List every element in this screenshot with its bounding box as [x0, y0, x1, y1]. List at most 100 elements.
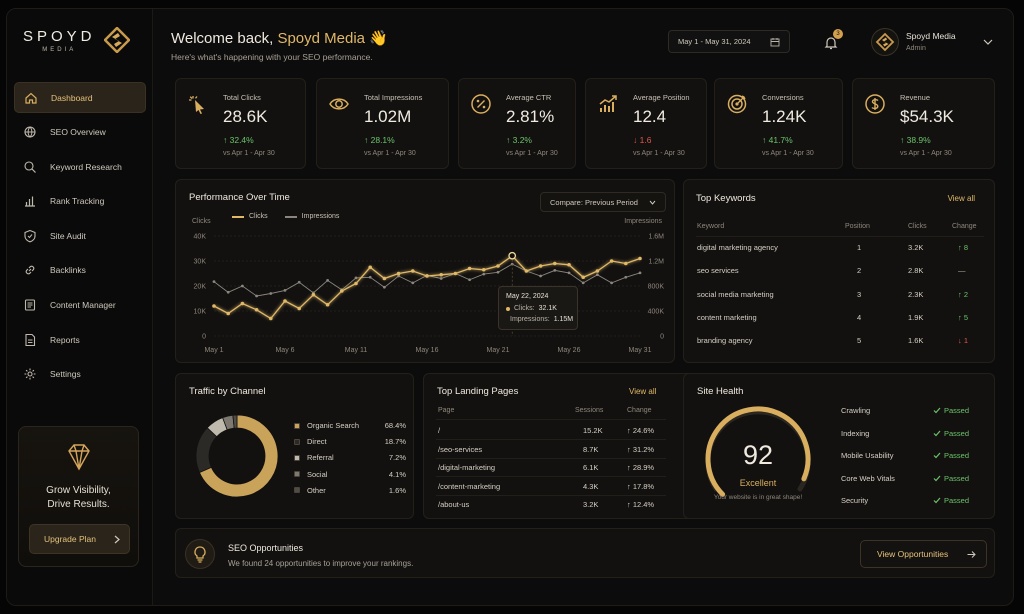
point-impressions[interactable] [553, 268, 557, 272]
donut-slice-other[interactable] [232, 414, 238, 429]
point-clicks[interactable] [382, 276, 387, 281]
point-clicks[interactable] [425, 274, 429, 278]
kw-keyword[interactable]: digital marketing agency [697, 243, 778, 252]
kw-keyword[interactable]: seo services [697, 266, 739, 276]
lp-page[interactable]: /digital-marketing [438, 463, 496, 472]
upgrade-plan-button[interactable]: Upgrade Plan [29, 524, 130, 554]
kw-header-keyword: Keyword [697, 223, 725, 230]
point-clicks[interactable] [482, 267, 486, 272]
point-clicks[interactable] [226, 311, 230, 316]
point-impressions[interactable] [638, 271, 642, 275]
x-tick: May 6 [275, 347, 294, 354]
point-clicks[interactable] [269, 316, 273, 321]
sidebar-item-label: Site Audit [50, 230, 86, 241]
point-clicks[interactable] [453, 271, 458, 276]
sidebar-item-dashboard[interactable]: Dashboard [14, 82, 146, 113]
point-clicks[interactable] [609, 259, 614, 263]
point-impressions[interactable] [411, 281, 415, 285]
point-impressions[interactable] [354, 276, 358, 280]
point-clicks[interactable] [396, 271, 401, 276]
point-clicks[interactable] [240, 301, 245, 306]
kpi-card-total-impressions[interactable]: Total Impressions 1.02M ↑ 28.1% vs Apr 1 - … [316, 78, 449, 169]
sidebar-item-seo-overview[interactable]: SEO Overview [14, 117, 146, 148]
point-impressions[interactable] [581, 281, 585, 285]
lp-page[interactable]: /seo-services [438, 444, 483, 454]
point-clicks[interactable] [354, 281, 358, 286]
kpi-card-average-position[interactable]: Average Position 12.4 ↓ 1.6 vs Apr 1 - Apr … [585, 78, 707, 169]
point-impressions[interactable] [297, 280, 301, 284]
lp-page[interactable]: / [438, 426, 441, 435]
user-avatar[interactable] [871, 28, 899, 56]
point-clicks[interactable] [595, 269, 600, 273]
point-clicks[interactable] [496, 264, 500, 268]
sidebar-item-keyword-research[interactable]: Keyword Research [14, 151, 146, 182]
chevron-down-icon[interactable] [983, 38, 993, 46]
point-clicks[interactable] [538, 264, 543, 268]
performance-line-chart[interactable]: 0 0 10K 400K 20K 800K 30K 1.2M 40K 1.6M May 1 May 6… [176, 180, 676, 364]
point-impressions[interactable] [468, 278, 471, 282]
sidebar-item-rank-tracking[interactable]: Rank Tracking [14, 186, 146, 217]
point-impressions[interactable] [368, 275, 372, 279]
point-impressions[interactable] [596, 273, 599, 277]
point-impressions[interactable] [397, 274, 400, 278]
point-impressions[interactable] [255, 294, 258, 298]
point-clicks[interactable] [212, 304, 216, 308]
keywords-view-all-link[interactable]: View all [947, 194, 975, 203]
kw-keyword[interactable]: social media marketing [697, 289, 774, 299]
kpi-card-revenue[interactable]: Revenue $54.3K ↑ 38.9% vs Apr 1 - Apr 30 [852, 78, 995, 169]
date-range-picker[interactable]: May 1 - May 31, 2024 [668, 30, 790, 53]
donut-slice-direct[interactable] [195, 427, 218, 474]
point-clicks[interactable] [624, 261, 628, 266]
notification-bell-icon[interactable] [823, 35, 839, 51]
kw-keyword[interactable]: branding agency [697, 336, 753, 346]
point-impressions[interactable] [496, 270, 500, 274]
point-impressions[interactable] [624, 275, 628, 279]
point-clicks[interactable] [340, 289, 344, 293]
lp-page[interactable]: /content-marketing [438, 481, 501, 491]
point-impressions[interactable] [439, 277, 443, 280]
point-clicks[interactable] [411, 269, 415, 273]
traffic-donut-chart[interactable] [187, 406, 287, 506]
donut-slice-organic-search[interactable] [198, 414, 279, 498]
sidebar-item-content-manager[interactable]: Content Manager [14, 290, 146, 321]
point-clicks[interactable] [553, 261, 557, 266]
kw-clicks: 3.2K [908, 243, 924, 252]
point-impressions[interactable] [610, 281, 613, 285]
point-clicks[interactable] [439, 272, 444, 277]
sidebar-item-backlinks[interactable]: Backlinks [14, 255, 146, 286]
point-impressions[interactable] [539, 274, 542, 278]
kpi-card-total-clicks[interactable]: Total Clicks 28.6K ↑ 32.4% vs Apr 1 - Apr 3… [175, 78, 306, 169]
point-clicks[interactable] [283, 299, 287, 303]
point-impressions[interactable] [241, 284, 244, 288]
point-clicks[interactable] [254, 307, 259, 312]
point-clicks[interactable] [311, 292, 316, 297]
kw-keyword[interactable]: content marketing [697, 312, 757, 322]
point-impressions[interactable] [383, 285, 386, 289]
brand-logo[interactable]: SPOYD MEDIA [23, 27, 130, 53]
sidebar-item-reports[interactable]: Reports [14, 324, 146, 355]
point-clicks[interactable] [638, 256, 642, 261]
lp-page[interactable]: /about-us [438, 500, 470, 509]
point-impressions[interactable] [326, 278, 329, 282]
point-clicks[interactable] [567, 262, 571, 267]
point-clicks[interactable] [524, 269, 529, 273]
point-clicks[interactable] [581, 275, 585, 280]
sidebar-item-settings[interactable]: Settings [14, 359, 146, 390]
point-impressions[interactable] [226, 290, 230, 294]
point-impressions[interactable] [482, 272, 486, 276]
point-impressions[interactable] [212, 280, 216, 284]
sidebar-item-site-audit[interactable]: Site Audit [14, 220, 146, 251]
point-clicks[interactable] [297, 306, 301, 311]
point-clicks[interactable] [467, 266, 472, 271]
point-impressions[interactable] [283, 288, 287, 292]
kpi-card-conversions[interactable]: Conversions 1.24K ↑ 41.7% vs Apr 1 - Apr 30 [714, 78, 843, 169]
cursor-click-icon [189, 96, 204, 114]
view-opportunities-button[interactable]: View Opportunities [860, 540, 987, 568]
kpi-card-average-ctr[interactable]: Average CTR 2.81% ↑ 3.2% vs Apr 1 - Apr 30 [458, 78, 576, 169]
point-clicks[interactable] [325, 302, 330, 307]
point-clicks[interactable] [368, 265, 372, 270]
compare-select[interactable]: Compare: Previous Period [540, 192, 666, 212]
point-impressions[interactable] [567, 271, 571, 275]
point-impressions[interactable] [269, 292, 273, 295]
landing-view-all-link[interactable]: View all [629, 387, 657, 396]
